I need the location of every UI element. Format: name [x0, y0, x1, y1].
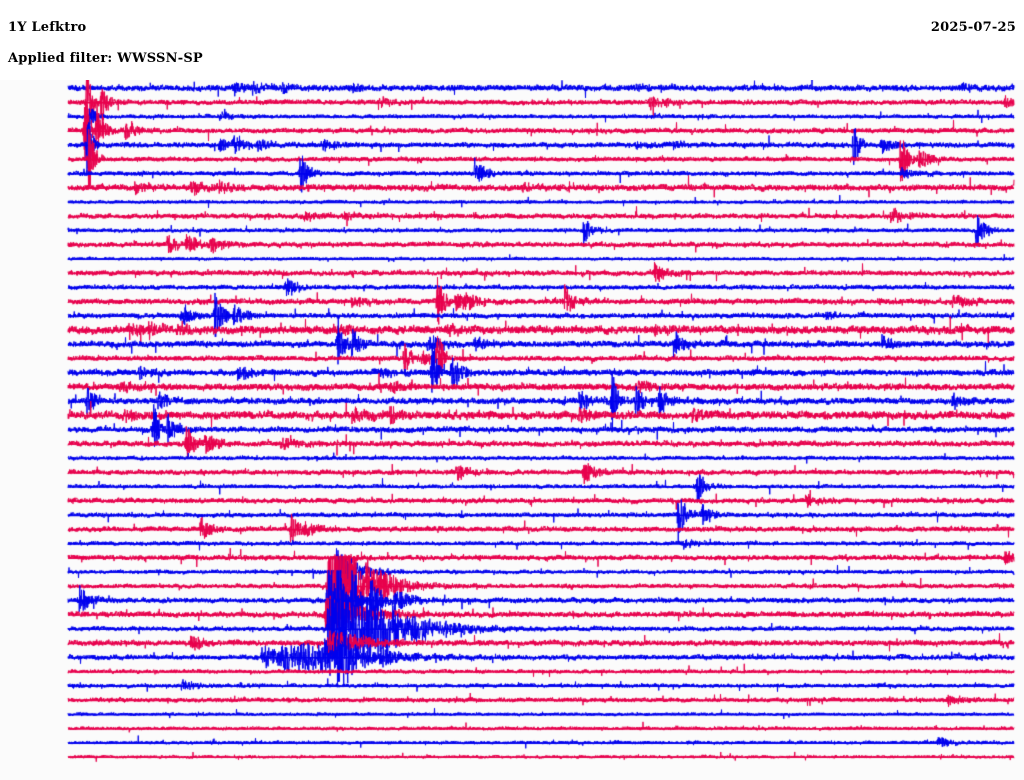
date-label: 2025-07-25	[930, 20, 1016, 35]
seismogram-traces	[0, 80, 1024, 780]
helicorder-plot: HHZ - 50000 00:0000:3001:0001:3002:0002:…	[0, 80, 1024, 780]
page-title: 1Y Lefktro	[8, 20, 87, 35]
filter-label: Applied filter: WWSSN-SP	[8, 51, 203, 66]
trace-canvas-holder	[0, 80, 1024, 780]
